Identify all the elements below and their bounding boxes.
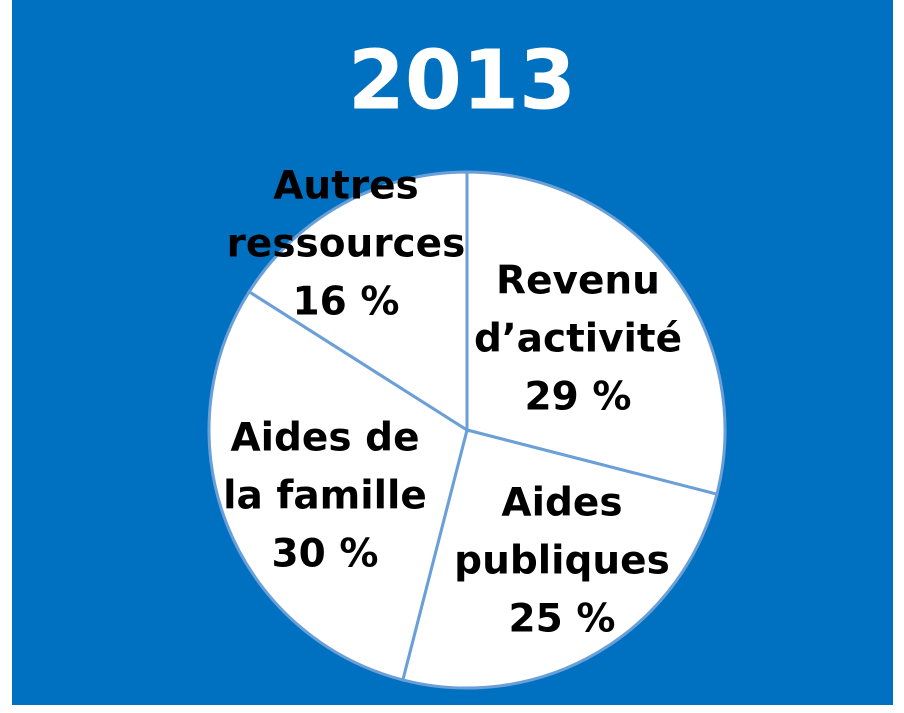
slice-label: publiques <box>454 539 670 584</box>
value-label: 29 % <box>525 375 632 420</box>
slice-label: Aides <box>501 481 622 526</box>
pie-slice <box>465 170 727 496</box>
chart-title: 2013 <box>348 33 576 128</box>
slice-label: Aides de <box>230 416 419 461</box>
pie-slice <box>207 289 469 682</box>
pie-slice <box>247 170 469 433</box>
slice-label: Autres <box>273 164 419 209</box>
slice-label: Revenu <box>496 259 660 304</box>
value-label: 16 % <box>293 280 400 325</box>
value-label: 30 % <box>272 532 379 577</box>
value-label: 25 % <box>509 597 616 642</box>
slice-label: ressources <box>227 222 466 267</box>
slice-label: la famille <box>223 474 427 519</box>
slice-label: d’activité <box>474 317 682 362</box>
pie-slice <box>401 428 719 690</box>
